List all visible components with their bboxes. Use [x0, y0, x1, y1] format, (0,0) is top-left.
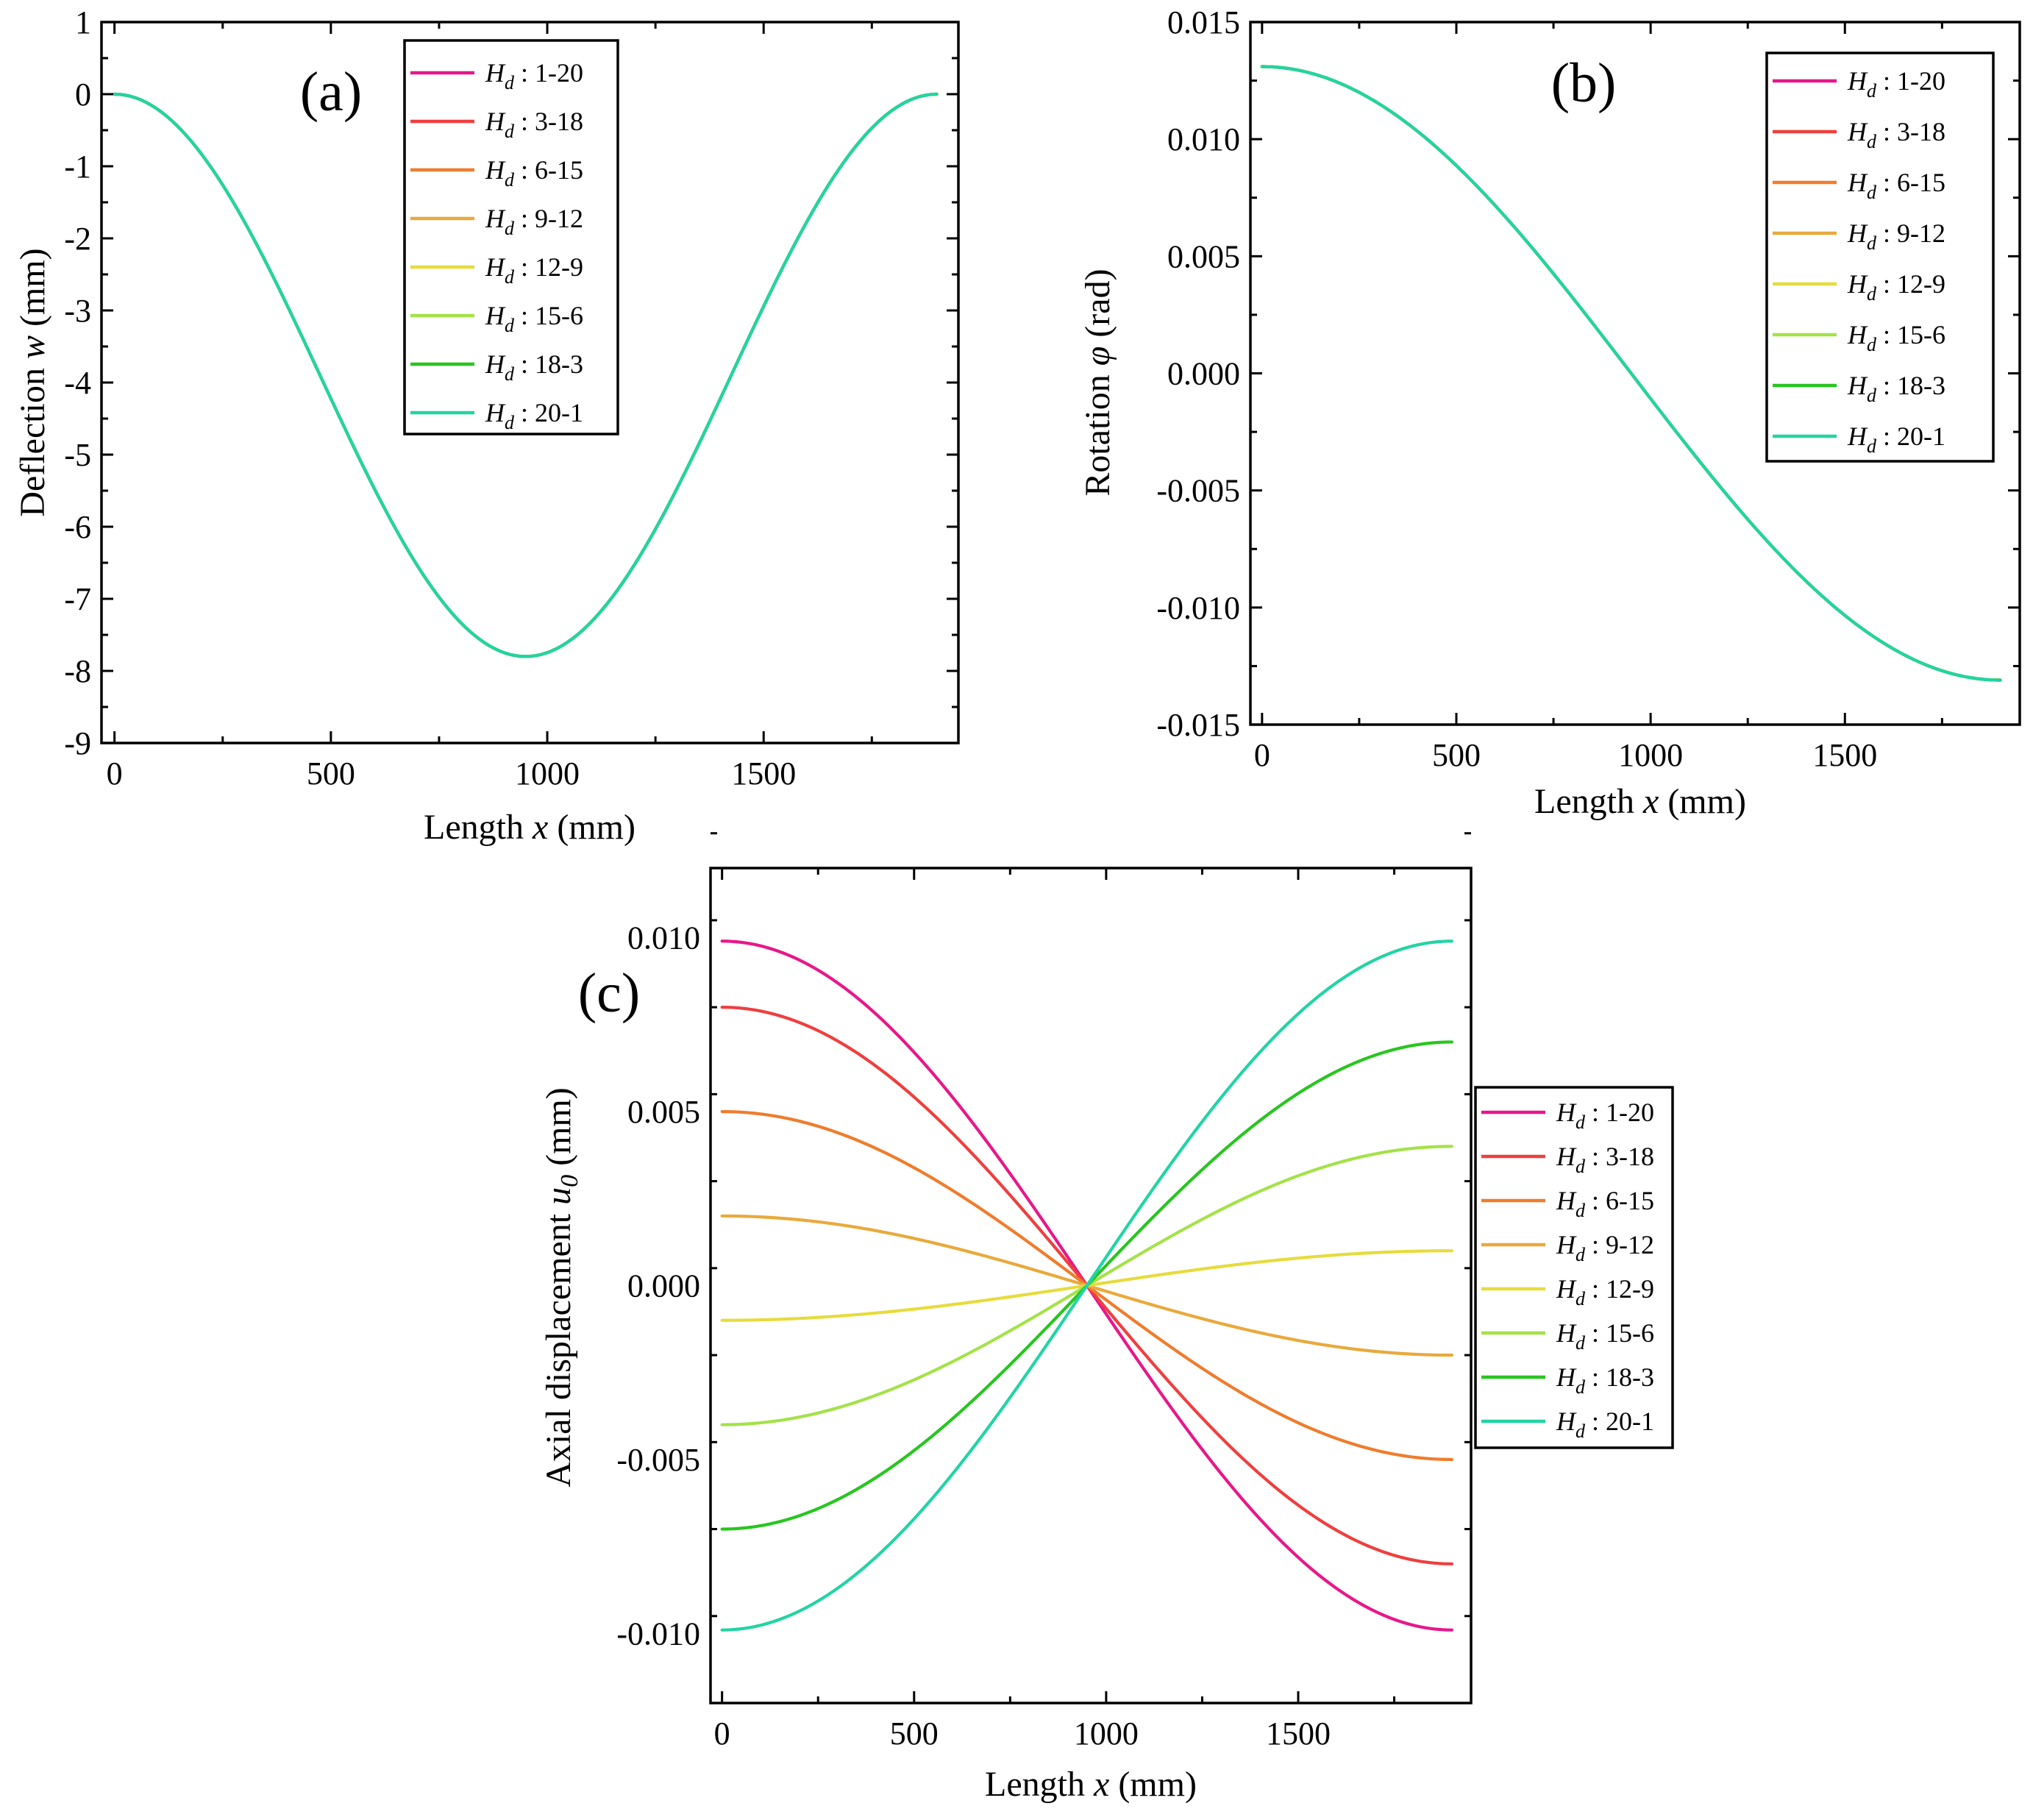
- legend-entry: Hd : 1-20: [1556, 1098, 1654, 1133]
- y-axis-label: Axial displacement u0 (mm): [539, 1087, 583, 1487]
- y-tick-label: -0.005: [616, 1442, 700, 1478]
- y-tick-label: 0: [75, 77, 91, 113]
- legend-entry: Hd : 3-18: [1847, 117, 1945, 152]
- panel-label: (c): [578, 962, 640, 1024]
- chart-panel-b: 0 500 1000 1500 0.015 0.010 0.005 0.000 -0.005 -0…: [1078, 4, 2021, 821]
- x-tick-label: 1000: [515, 756, 580, 792]
- x-axis-label: Length x (mm): [985, 1765, 1197, 1804]
- legend-entry: Hd : 15-6: [1556, 1318, 1654, 1354]
- legend-entry: Hd : 12-9: [1847, 269, 1945, 305]
- series-group: [720, 939, 1453, 1632]
- series-group: [1260, 65, 2002, 682]
- legend-entry: Hd : 15-6: [1847, 320, 1945, 355]
- x-tick-label: 500: [890, 1716, 939, 1752]
- y-tick-label: -6: [64, 509, 91, 545]
- y-tick-label: -2: [64, 221, 91, 257]
- legend-box: [1474, 1086, 1674, 1449]
- legend-entry: Hd : 6-15: [1847, 168, 1945, 203]
- x-tick-label: 0: [1254, 737, 1270, 773]
- x-axis-label: Length x (mm): [424, 808, 635, 847]
- legend-entry: Hd : 18-3: [485, 349, 583, 385]
- series-line: [720, 939, 1453, 1632]
- series-line: [113, 92, 939, 658]
- y-tick-label: -5: [64, 437, 91, 473]
- x-axis-label: Length x (mm): [1534, 782, 1746, 821]
- y-tick-label: 0.010: [1167, 121, 1240, 157]
- y-tick-label: -1: [64, 149, 91, 185]
- y-tick-label: -7: [64, 581, 91, 617]
- y-tick-label: -9: [64, 725, 91, 761]
- legend-entry: Hd : 9-12: [1556, 1230, 1654, 1265]
- plot-frame: [709, 867, 1473, 1705]
- y-tick-label: -0.005: [1156, 473, 1240, 509]
- legend-entry: Hd : 6-15: [485, 155, 583, 191]
- legend-entry: Hd : 12-9: [485, 252, 583, 288]
- x-tick-label: 1500: [1812, 737, 1877, 773]
- legend-entry: Hd : 9-12: [1847, 218, 1945, 254]
- legend-entry: Hd : 20-1: [1556, 1407, 1654, 1442]
- x-tick-label: 1500: [1266, 1716, 1331, 1752]
- series-line: [1260, 65, 2002, 682]
- legend-entry: Hd : 20-1: [485, 398, 583, 433]
- y-tick-label: -0.010: [1156, 590, 1240, 626]
- chart-panel-c: 0 500 1000 1500 0.010 0.005 0.000 -0.005 -0.010 L…: [539, 832, 1674, 1804]
- y-tick-label: -0.015: [1156, 707, 1240, 743]
- legend-entry: Hd : 18-3: [1847, 371, 1945, 406]
- y-tick-label: -4: [64, 365, 91, 401]
- chart-panel-a: 0 500 1000 1500 1 0 -1 -2 -3 -4 -5 -6 -7 -8 -9 Length x…: [13, 4, 960, 847]
- legend-entry: Hd : 18-3: [1556, 1362, 1654, 1398]
- legend-box: [403, 39, 619, 436]
- legend-entry: Hd : 12-9: [1556, 1274, 1654, 1309]
- legend-box: [1765, 51, 1995, 463]
- x-tick-label: 1000: [1618, 737, 1683, 773]
- legend-entry: Hd : 1-20: [485, 58, 583, 93]
- panel-label: (b): [1551, 52, 1617, 114]
- x-tick-label: 1500: [731, 756, 796, 792]
- legend: Hd : 1-20 Hd : 3-18 Hd : 6-15 Hd : 9-12 Hd :…: [1765, 51, 1995, 463]
- legend: Hd : 1-20 Hd : 3-18 Hd : 6-15 Hd : 9-12 Hd :…: [1474, 1086, 1674, 1449]
- legend-entry: Hd : 3-18: [485, 107, 583, 142]
- y-axis-label: Rotation φ (rad): [1078, 269, 1117, 496]
- y-tick-label: 0.010: [627, 920, 700, 956]
- y-tick-label: -3: [64, 293, 91, 329]
- x-tick-label: 500: [1432, 737, 1481, 773]
- x-tick-label: 500: [307, 756, 355, 792]
- y-tick-label: 0.015: [1167, 4, 1240, 40]
- y-tick-label: 0.000: [627, 1268, 700, 1304]
- y-tick-label: 1: [75, 4, 91, 40]
- x-tick-label: 0: [714, 1716, 730, 1752]
- y-axis-label: Deflection w (mm): [13, 248, 52, 516]
- legend: Hd : 1-20 Hd : 3-18 Hd : 6-15 Hd : 9-12 Hd :…: [403, 39, 619, 436]
- legend-entry: Hd : 15-6: [485, 301, 583, 336]
- x-tick-label: 1000: [1074, 1716, 1139, 1752]
- panel-label: (a): [300, 61, 362, 123]
- y-tick-label: 0.005: [627, 1094, 700, 1130]
- y-tick-label: 0.005: [1167, 238, 1240, 274]
- legend-entry: Hd : 20-1: [1847, 422, 1945, 457]
- y-tick-label: 0.000: [1167, 356, 1240, 392]
- y-tick-label: -8: [64, 653, 91, 689]
- legend-entry: Hd : 9-12: [485, 204, 583, 239]
- x-tick-label: 0: [107, 756, 123, 792]
- y-tick-label: -0.010: [616, 1615, 700, 1652]
- legend-entry: Hd : 3-18: [1556, 1142, 1654, 1177]
- legend-entry: Hd : 6-15: [1556, 1186, 1654, 1221]
- legend-entry: Hd : 1-20: [1847, 66, 1945, 102]
- series-group: [113, 92, 939, 658]
